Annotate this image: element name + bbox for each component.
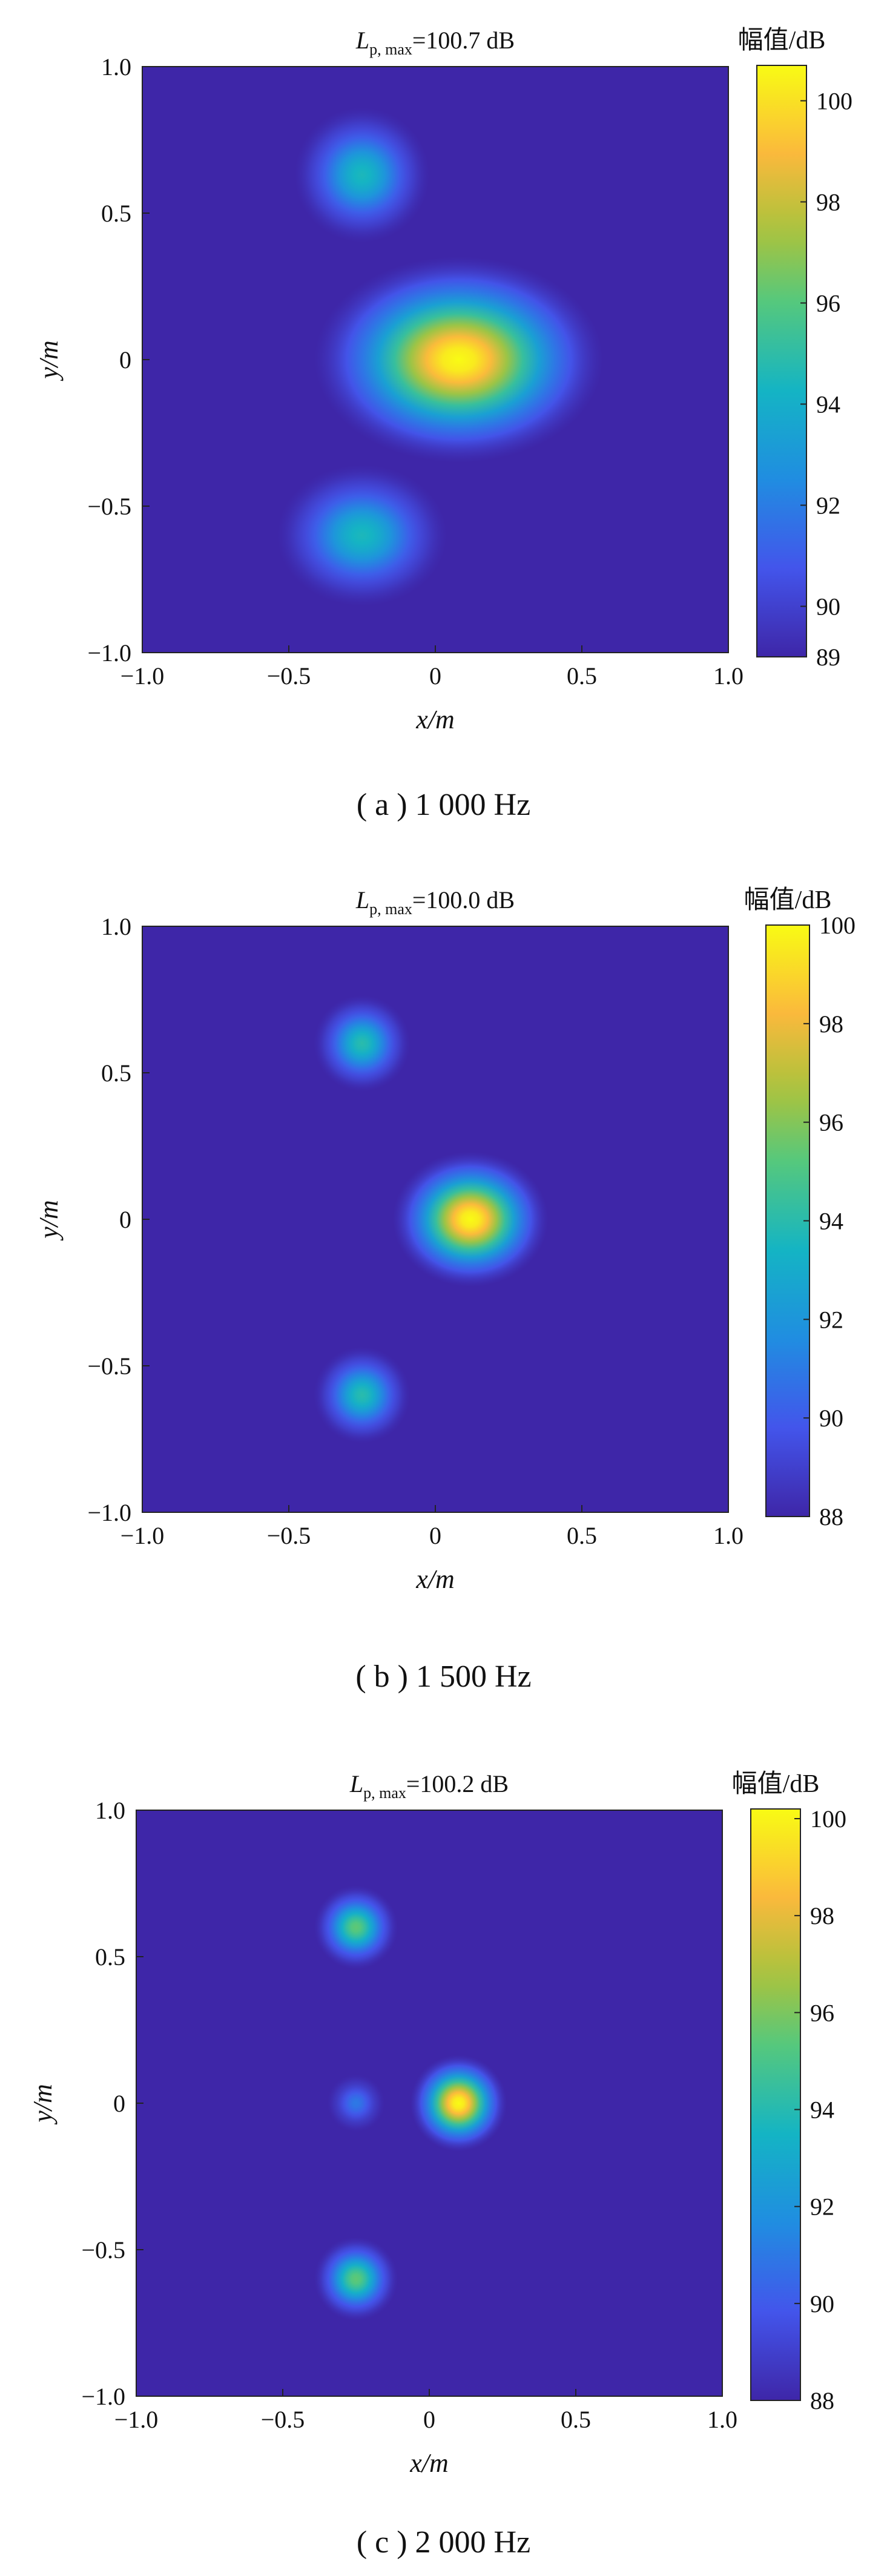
colorbar-tick-label: 90 [819, 1405, 843, 1432]
source-spot-2 [277, 464, 447, 607]
colorbar-tick-label: 94 [816, 390, 840, 418]
source-spot-0 [294, 107, 430, 243]
x-axis-label: x/m [415, 1564, 455, 1594]
y-tick-label: −1.0 [81, 2383, 125, 2410]
source-spot-2 [410, 2055, 507, 2152]
caption-a: ( a ) 1 000 Hz [356, 788, 531, 822]
x-tick-label: 0 [429, 1522, 441, 1549]
y-tick-label: 0 [113, 2090, 125, 2117]
x-tick-label: −0.5 [267, 662, 311, 690]
y-tick-label: −0.5 [81, 2236, 125, 2264]
colorbar-label: 幅值/dB [738, 27, 826, 54]
colorbar-tick-label: 92 [810, 2193, 834, 2221]
colorbar-tick-label: 96 [810, 1999, 834, 2026]
y-tick-label: 1.0 [95, 1797, 125, 1824]
x-tick-label: −1.0 [120, 662, 165, 690]
source-spot-0 [314, 1885, 398, 1969]
colorbar-tick-label: 94 [810, 2097, 834, 2124]
y-tick-label: −1.0 [87, 639, 131, 667]
chart-title: Lp, max=100.2 dB [349, 1770, 509, 1802]
colorbar-tick-label: 92 [816, 492, 840, 519]
source-spot-3 [314, 2237, 398, 2321]
x-tick-label: −1.0 [120, 1522, 165, 1549]
source-spot-0 [314, 995, 411, 1092]
colorbar [756, 65, 807, 657]
heatmap-chart-b: −1.0 −0.5 0 0.5 1.0 1.0 0.5 0 −0.5 −1.0 x/m y/m Lp, … [34, 886, 856, 1594]
figure-panel-c: −1.0 −0.5 0 0.5 1.0 1.0 0.5 0 −0.5 −1.0 x/m y/m Lp, … [0, 1744, 887, 2576]
chart-title: Lp, max=100.7 dB [355, 27, 515, 58]
colorbar-tick-label: 100 [819, 912, 856, 939]
y-tick-label: 1.0 [101, 913, 131, 940]
x-tick-label: −0.5 [267, 1522, 311, 1549]
x-tick-label: 0.5 [561, 2406, 591, 2433]
x-axis-label: x/m [409, 2448, 449, 2478]
colorbar-tick-label: 98 [810, 1902, 834, 1929]
colorbar-label: 幅值/dB [744, 886, 832, 914]
x-tick-label: −0.5 [261, 2406, 305, 2433]
y-tick-label: 0.5 [95, 1943, 125, 1971]
colorbar-tick-label: 88 [819, 1503, 843, 1530]
colorbar [765, 924, 810, 1517]
x-tick-label: 1.0 [713, 662, 744, 690]
y-tick-label: 1.0 [101, 53, 131, 81]
y-axis-label: y/m [34, 1200, 64, 1241]
colorbar-tick-label: 96 [819, 1109, 843, 1136]
caption-b: ( b ) 1 500 Hz [355, 1659, 532, 1694]
heatmap-chart-a: −1.0 −0.5 0 0.5 1.0 1.0 0.5 0 −0.5 −1.0 x/m y/m Lp, … [34, 27, 852, 734]
y-axis-label: y/m [28, 2084, 58, 2125]
colorbar-tick-label: 89 [816, 644, 840, 671]
x-tick-label: 0 [423, 2406, 435, 2433]
x-tick-label: 0 [429, 662, 441, 690]
colorbar-tick-label: 88 [810, 2387, 834, 2414]
y-axis-label: y/m [34, 340, 64, 381]
colorbar [750, 1808, 801, 2401]
y-tick-label: 0.5 [101, 200, 131, 227]
source-spot-1 [314, 256, 604, 463]
colorbar-tick-label: 100 [816, 87, 852, 114]
y-tick-label: −0.5 [87, 493, 131, 520]
x-tick-label: 1.0 [707, 2406, 737, 2433]
y-tick-label: 0 [119, 346, 131, 374]
colorbar-tick-label: 92 [819, 1306, 843, 1333]
y-tick-label: 0 [119, 1206, 131, 1233]
colorbar-tick-label: 90 [816, 593, 840, 620]
x-tick-label: 1.0 [713, 1522, 744, 1549]
colorbar-tick-label: 96 [816, 289, 840, 317]
colorbar-tick-label: 98 [816, 188, 840, 216]
colorbar-label: 幅值/dB [732, 1770, 820, 1798]
y-tick-label: −1.0 [87, 1499, 131, 1526]
x-tick-label: 0.5 [567, 1522, 597, 1549]
x-tick-label: −1.0 [114, 2406, 159, 2433]
caption-c: ( c ) 2 000 Hz [356, 2525, 531, 2560]
colorbar-tick-label: 90 [810, 2290, 834, 2317]
heatmap-chart-c: −1.0 −0.5 0 0.5 1.0 1.0 0.5 0 −0.5 −1.0 x/m y/m Lp, … [28, 1770, 846, 2478]
x-tick-label: 0.5 [567, 662, 597, 690]
y-tick-label: 0.5 [101, 1059, 131, 1087]
source-spot-2 [314, 1346, 411, 1444]
colorbar-tick-label: 98 [819, 1010, 843, 1038]
x-axis-label: x/m [415, 705, 455, 734]
source-spot-1 [327, 2074, 385, 2132]
chart-title: Lp, max=100.0 dB [355, 886, 515, 918]
source-spot-1 [392, 1151, 549, 1287]
y-tick-label: −0.5 [87, 1352, 131, 1380]
figure-panel-a: −1.0 −0.5 0 0.5 1.0 1.0 0.5 0 −0.5 −1.0 x/m y/m Lp, … [0, 0, 887, 835]
figure-panel-b: −1.0 −0.5 0 0.5 1.0 1.0 0.5 0 −0.5 −1.0 x/m y/m Lp, … [0, 860, 887, 1719]
colorbar-tick-label: 94 [819, 1208, 843, 1235]
colorbar-tick-label: 100 [810, 1805, 846, 1833]
